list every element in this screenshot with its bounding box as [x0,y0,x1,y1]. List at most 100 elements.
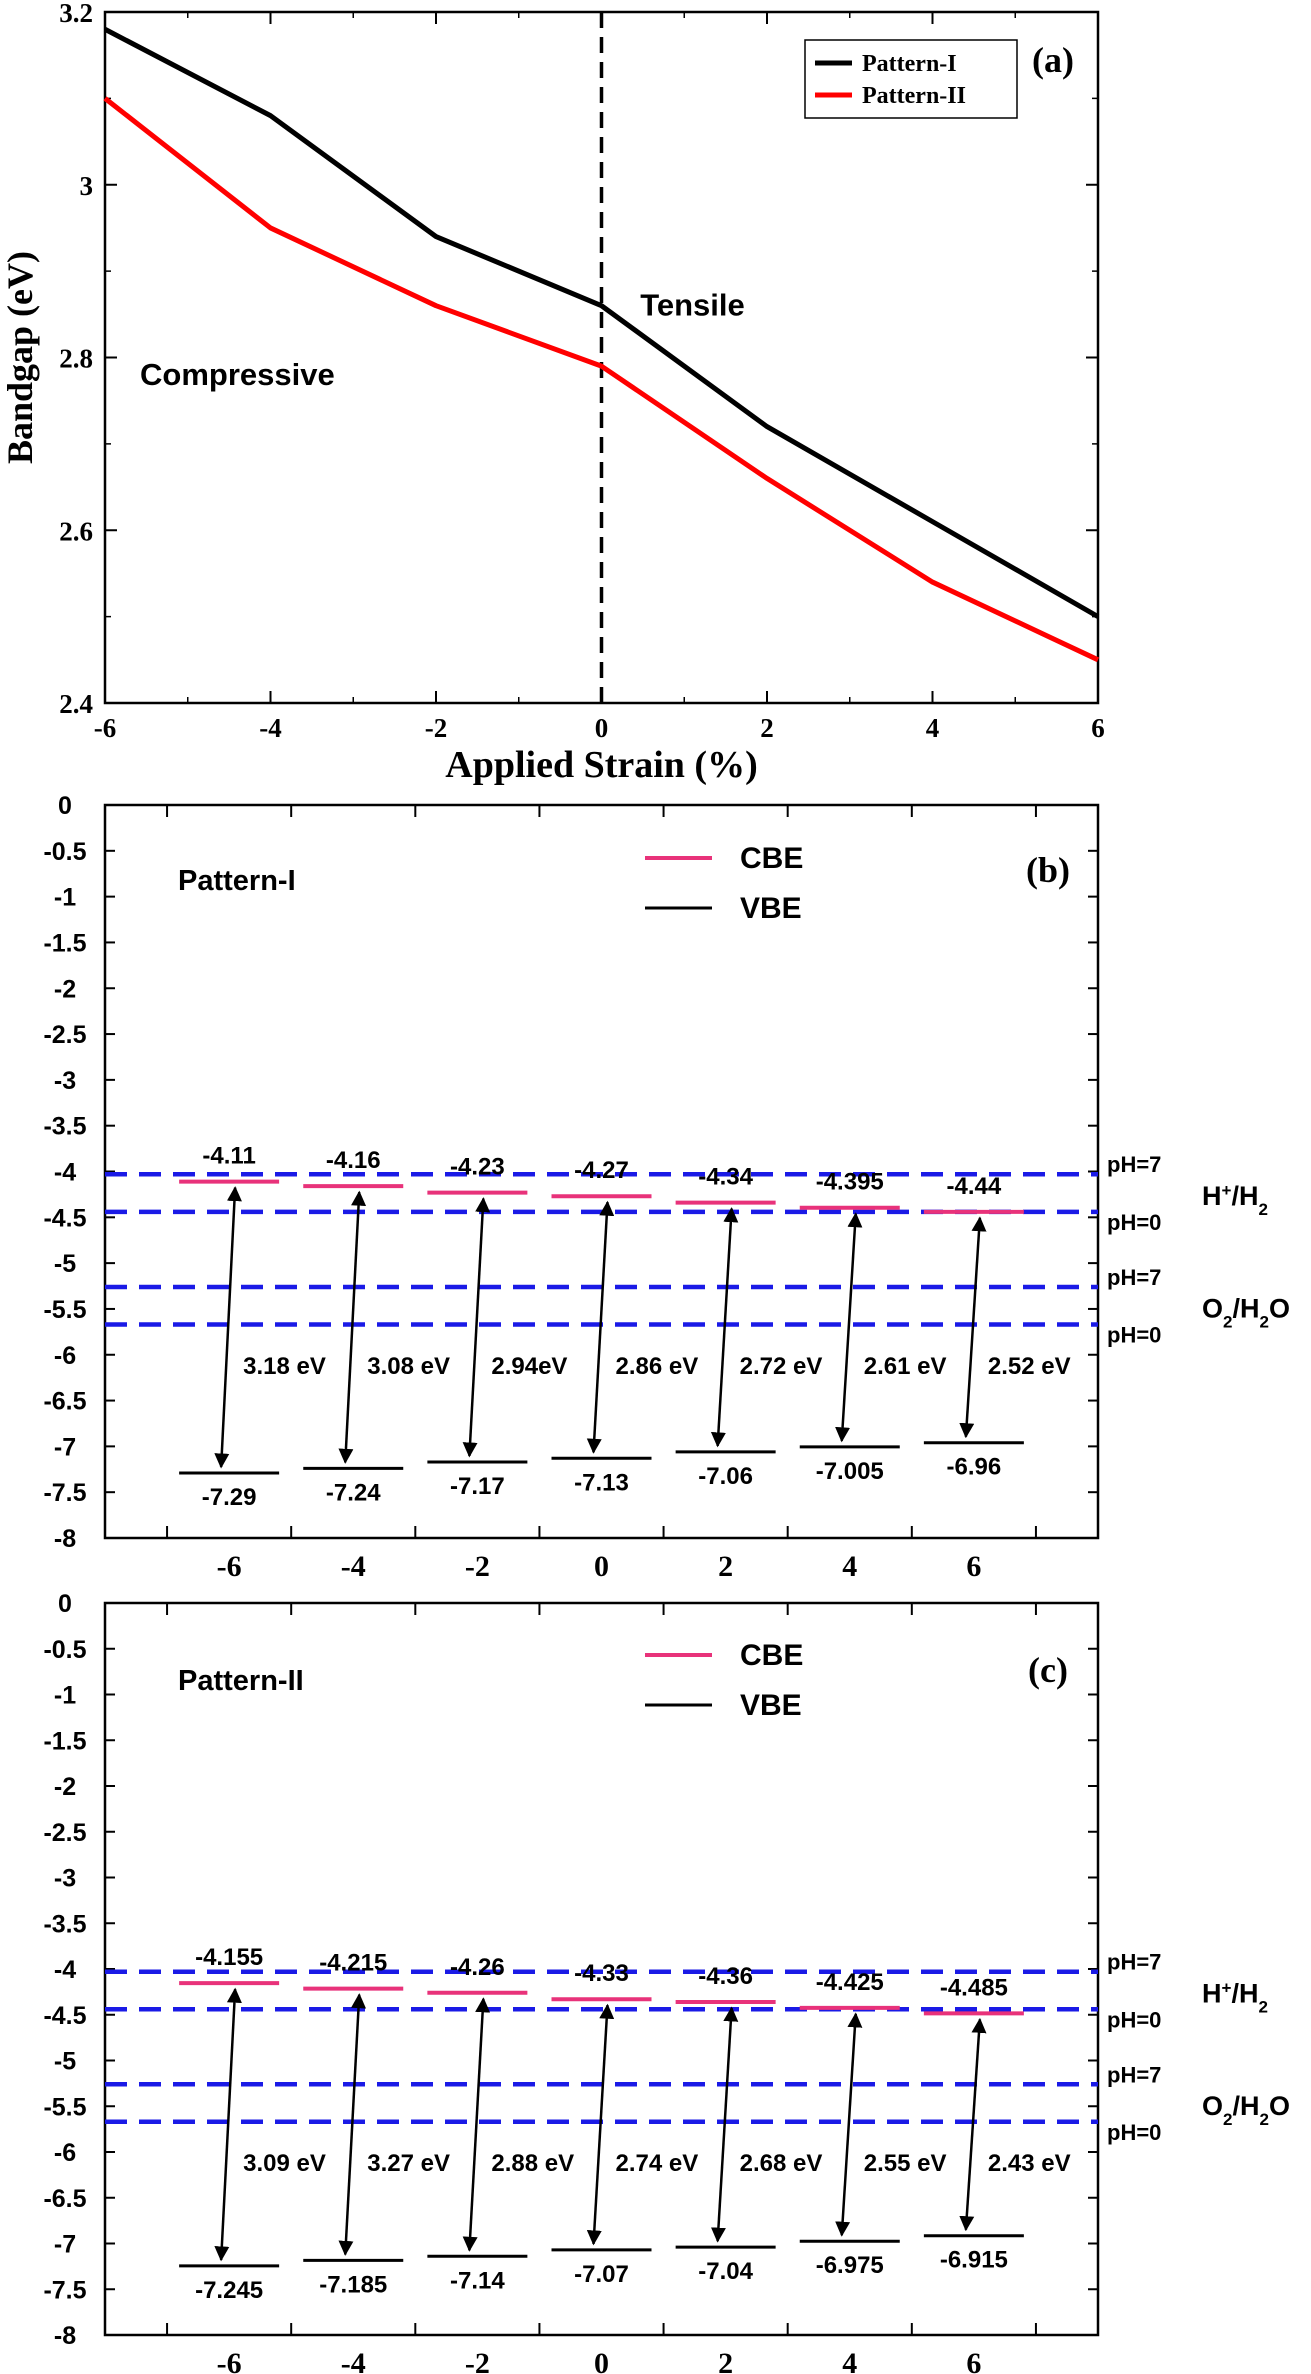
x-tick-label: -2 [425,713,448,743]
ph-label: pH=0 [1107,1210,1161,1235]
vbe-value-label: -7.13 [574,1469,629,1496]
bandgap-arrow [338,1993,367,2256]
y-tick-label: -0.5 [43,838,86,866]
x-tick-label: 0 [595,713,609,743]
vbe-value-label: -7.17 [450,1473,505,1500]
bandgap-value-label: 2.43 eV [988,2150,1071,2177]
redox-tail: O [1269,1294,1290,1324]
ph-label: pH=7 [1107,1265,1161,1290]
y-tick-label: -2 [54,975,76,1003]
bandgap-arrow [214,1186,242,1469]
bandgap-value-label: 2.52 eV [988,1353,1071,1380]
bandgap-value-label: 2.74 eV [616,2150,699,2177]
cbe-value-label: -4.34 [698,1164,753,1191]
x-tick-label: -2 [465,2347,490,2374]
bandgap-arrow [710,2006,739,2243]
vbe-value-label: -6.915 [940,2247,1008,2274]
x-tick-label: -4 [259,713,282,743]
y-tick-label: -5 [54,1250,76,1278]
redox-tail: O [1269,2091,1290,2121]
y-tick-label: -8 [54,1525,76,1553]
bandgap-arrow [835,1212,863,1443]
bandgap-arrow [835,2012,863,2237]
legend-entry-cbe: CBE [740,842,803,875]
y-tick-label: -1.5 [43,1727,86,1755]
legend-entry-vbe: VBE [740,892,802,925]
cbe-value-label: -4.33 [574,1960,629,1987]
redox-subscript: 2 [1258,1997,1267,2016]
y-tick-label: -6.5 [43,2185,86,2213]
ph-label: pH=7 [1107,2062,1161,2087]
panel-label: (c) [1028,1650,1068,1690]
bandgap-arrow [959,1216,987,1439]
redox-rest: /H [1232,2091,1259,2121]
y-tick-label: -8 [54,2322,76,2350]
vbe-value-label: -7.04 [698,2258,753,2285]
y-tick-label: -5.5 [43,1296,86,1324]
panel-c: 0 -0.5 -1 -1.5 -2 -2.5 -3 -3.5 -4 -4.5 -5 -5.5 -6 -6.… [43,1590,1290,2374]
redox-subscript: 2 [1259,2110,1268,2129]
bandgap-value-label: 3.08 eV [367,1353,450,1380]
bandgap-value-label: 2.68 eV [740,2150,823,2177]
bandgap-arrow [462,1997,491,2252]
legend-entry-vbe: VBE [740,1689,802,1722]
y-tick-label: -0.5 [43,1636,86,1664]
legend-entry: Pattern-I [862,51,957,77]
bandgap-arrow [586,1200,615,1454]
ph-label: pH=0 [1107,2120,1161,2145]
y-tick-label: -3 [54,1865,76,1893]
x-tick-label: -6 [217,2347,242,2374]
cbe-value-label: -4.27 [574,1157,629,1184]
pattern-label: Pattern-II [178,1665,304,1697]
vbe-value-label: -6.975 [816,2252,884,2279]
pattern-label: Pattern-I [178,865,296,897]
redox-base: O [1202,1294,1223,1324]
y-tick-label: -4.5 [43,2002,86,2030]
cbe-value-label: -4.16 [326,1147,381,1174]
x-tick-label: -4 [341,1550,366,1583]
y-tick-label: -7 [54,2231,76,2259]
panel-a: -6 -4 -2 0 2 4 6 2.4 2.6 2.8 3 3.2 Applied Strain (%… [0,0,1105,786]
cbe-value-label: -4.23 [450,1154,505,1181]
y-tick-label: -1 [54,1682,76,1710]
vbe-value-label: -7.185 [319,2271,387,2298]
y-tick-label: -7.5 [43,1479,86,1507]
y-tick-label: -4 [54,1159,76,1187]
cbe-value-label: -4.26 [450,1954,505,1981]
redox-superscript: + [1222,1181,1232,1200]
x-tick-label: -4 [341,2347,366,2374]
y-tick-label: -3 [54,1067,76,1095]
y-tick-label: -5 [54,2048,76,2076]
ph-label: pH=7 [1107,1950,1161,1975]
bandgap-arrow [586,2003,615,2246]
bandgap-value-label: 3.09 eV [243,2150,326,2177]
y-tick-label: 3.2 [59,0,93,28]
redox-subscript: 2 [1258,1200,1267,1219]
x-tick-label: -2 [465,1550,490,1583]
bandgap-value-label: 3.27 eV [367,2150,450,2177]
h-redox-couple-label: H+/H2 [1202,1181,1268,1219]
ph-label: pH=0 [1107,2007,1161,2032]
vbe-value-label: -7.24 [326,1479,381,1506]
bandgap-arrow [462,1197,491,1458]
x-tick-label: -6 [217,1550,242,1583]
h-redox-couple-label: H+/H2 [1202,1978,1268,2016]
x-tick-label: 4 [842,2347,857,2374]
redox-rest: /H [1232,1294,1259,1324]
y-tick-label: -2 [54,1773,76,1801]
bandgap-arrow [338,1190,367,1464]
o-redox-couple-label: O2/H2O [1202,2091,1290,2129]
bandgap-value-label: 2.72 eV [740,1353,823,1380]
vbe-value-label: -6.96 [947,1454,1002,1481]
bandgap-value-label: 2.94eV [491,1353,567,1380]
redox-base: H [1202,1181,1222,1211]
x-tick-label: -6 [94,713,117,743]
redox-subscript: 2 [1223,1312,1232,1331]
y-tick-label: -7 [54,1433,76,1461]
redox-superscript: + [1222,1978,1232,1997]
region-annotation: Tensile [640,288,745,323]
y-tick-label: -3.5 [43,1910,86,1938]
cbe-value-label: -4.485 [940,1974,1008,2001]
y-tick-label: -1.5 [43,929,86,957]
